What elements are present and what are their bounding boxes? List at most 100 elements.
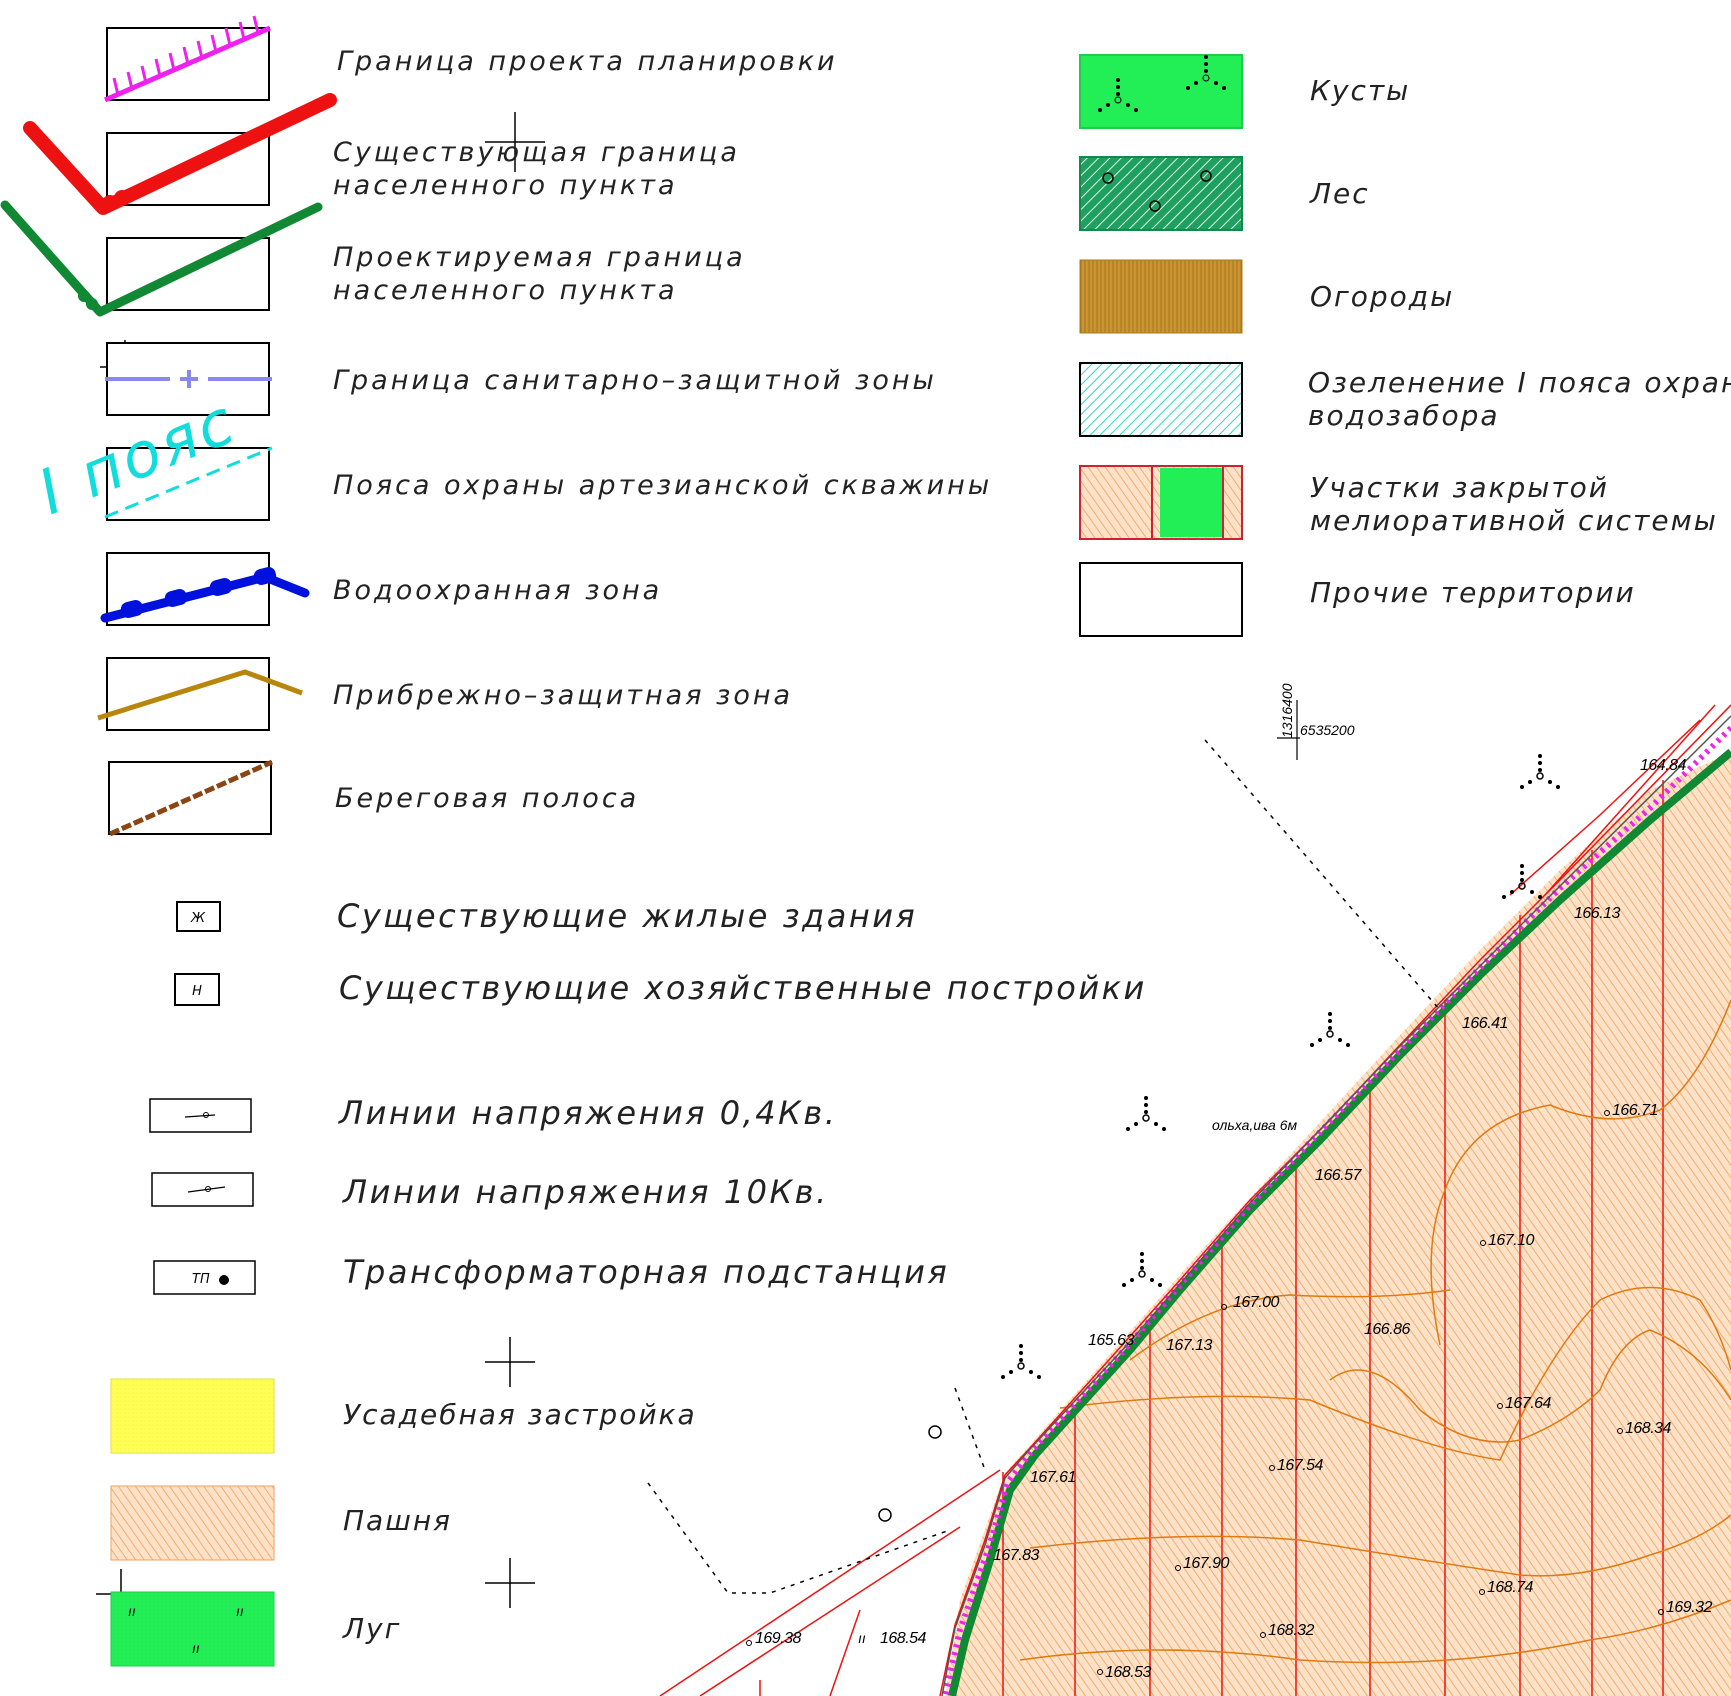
elevation-label: 168.34 [1625,1420,1672,1437]
svg-text:Пояса охраны артезианской сква: Пояса охраны артезианской скважины [333,470,992,501]
elevation-label: 167.90 [1183,1555,1230,1572]
grid-label-y: 6535200 [1300,722,1355,738]
svg-text:Граница проекта планировки: Граница проекта планировки [337,46,838,77]
map-planning-boundary [942,725,1731,1696]
legend-item-water-zone: Водоохранная зона [100,552,662,626]
legend-label: Озеленение I пояса охраны [1308,366,1731,399]
legend-item-forest: Лес [1079,156,1370,231]
elevation-label: 167.61 [1030,1469,1076,1486]
legend-swatch [1079,156,1243,231]
meadow-symbol: ıı [128,1603,136,1619]
elevation-label: 168.74 [1487,1579,1534,1596]
legend-label: Линии напряжения 0,4Кв. [338,1094,837,1132]
elevation-label: 166.86 [1364,1321,1411,1338]
legend-symbol-box [151,1172,254,1207]
elevation-label: 167.64 [1505,1395,1552,1412]
elevation-label: 167.54 [1277,1457,1324,1474]
elevation-label: 165.63 [1088,1332,1135,1349]
legend-label: Существующие хозяйственные постройки [339,969,1147,1007]
svg-text:Береговая полоса: Береговая полоса [335,783,639,814]
elevation-label: 167.83 [993,1547,1040,1564]
legend-label: Трансформаторная подстанция [343,1253,949,1291]
legend-item-homestead: Усадебная застройка [110,1378,697,1454]
legend-item-transformer: ТП Трансформаторная подстанция [153,1253,949,1295]
svg-text:населенного пункта: населенного пункта [333,275,678,306]
legend-label: Береговая полоса [335,783,639,814]
legend-label: Усадебная застройка [343,1398,697,1431]
legend-item-residential: Ж Существующие жилые здания [176,897,917,935]
legend-item-shrubs: Кусты [1079,54,1408,129]
grid-coordinate-mark [1277,700,1300,760]
legend-symbol-box [174,973,220,1006]
elevation-label: 164.84 [1640,757,1687,774]
legend-label: Проектируемая граница [333,242,746,273]
legend-item-shore-strip: Береговая полоса [108,759,639,837]
elevation-label: 168.54 [880,1630,927,1647]
legend-swatch [1079,362,1243,437]
legend-label: Пашня [343,1504,452,1537]
meadow-symbol: ıı [192,1640,200,1656]
legend-item-gardens: Огороды [1079,259,1454,334]
legend-item-greening: Озеленение I пояса охраны водозабора [1079,362,1731,437]
svg-text:Прибрежно–защитная зона: Прибрежно–защитная зона [333,680,793,711]
legend-label: населенного пункта [333,170,678,201]
legend-item-power-04: Линии напряжения 0,4Кв. [149,1094,837,1133]
legend-item-drainage: Участки закрытой мелиоративной системы [1079,465,1716,540]
legend-item-projected-boundary: Проектируемая граница населенного пункта [0,200,746,317]
legend-swatch [1079,54,1243,129]
elevation-label: 167.00 [1233,1294,1280,1311]
legend-item-meadow: ıı ıı ıı Луг [110,1591,401,1667]
legend-label: Лес [1309,177,1370,210]
building-symbol: Н [192,984,202,999]
legend-label: Участки закрытой [1310,471,1609,504]
legend-item-other: Прочие территории [1079,562,1636,637]
legend-label: Прибрежно–защитная зона [333,680,793,711]
map-existing-boundary [939,704,1731,1696]
legend-label: Огороды [1310,280,1454,313]
transformer-symbol: ТП [192,1272,210,1287]
map-fragment: 1316400 6535200 ольха,ива 6м ıı 164.84 1… [647,683,1731,1696]
legend-item-arable: Пашня [110,1485,452,1561]
legend-swatch [110,1485,275,1561]
legend-label: Граница проекта планировки [337,46,838,77]
legend-item-coastal-zone: Прибрежно–защитная зона [97,657,793,731]
elevation-label: 166.13 [1574,905,1621,922]
map-shrub-symbols [1001,754,1560,1379]
legend-label: Граница санитарно–защитной зоны [333,365,937,396]
svg-text:Граница санитарно–защитной зон: Граница санитарно–защитной зоны [333,365,937,396]
dashed-lines [647,739,1441,1594]
elevation-label: 168.53 [1105,1664,1152,1681]
svg-text:населенного пункта: населенного пункта [333,170,678,201]
elevation-labels: 164.84 166.13 166.41 166.71 166.57 167.1… [746,757,1713,1681]
legend-label: Луг [342,1612,401,1645]
elevation-label: 169.38 [755,1630,802,1647]
legend-symbol-box [176,901,221,932]
contour-lines [1019,999,1731,1664]
legend-swatch [106,657,270,731]
svg-text:Существующая граница: Существующая граница [333,137,740,168]
elevation-label: 167.13 [1166,1337,1213,1354]
legend-item-sanitary-zone: Граница санитарно–защитной зоны [105,342,937,416]
elevation-label: 166.71 [1612,1102,1658,1119]
legend-item-well-belts: I пояс Пояса охраны артезианской скважин… [28,384,992,529]
legend-label: населенного пункта [333,275,678,306]
legend-label: Прочие территории [1310,576,1636,609]
legend-label: водозабора [1308,399,1500,432]
legend-item-outbuildings: Н Существующие хозяйственные постройки [174,969,1147,1007]
legend-swatch [1079,259,1243,334]
map-projected-boundary [948,748,1731,1696]
elevation-label: 168.32 [1268,1622,1315,1639]
legend-item-existing-boundary: Существующая граница населенного пункта [23,93,740,215]
svg-text:Проектируемая граница: Проектируемая граница [333,242,746,273]
legend-label: Линии напряжения 10Кв. [342,1173,829,1211]
legend-label: Существующая граница [333,137,740,168]
legend-label: Существующие жилые здания [337,897,917,935]
legend-swatch [110,1378,275,1454]
vegetation-note: ольха,ива 6м [1212,1117,1298,1133]
arable-area [945,752,1731,1696]
elevation-label: 166.41 [1462,1015,1508,1032]
building-symbol: Ж [190,911,206,926]
svg-text:Водоохранная зона: Водоохранная зона [333,575,662,606]
elevation-label: 169.32 [1666,1599,1713,1616]
